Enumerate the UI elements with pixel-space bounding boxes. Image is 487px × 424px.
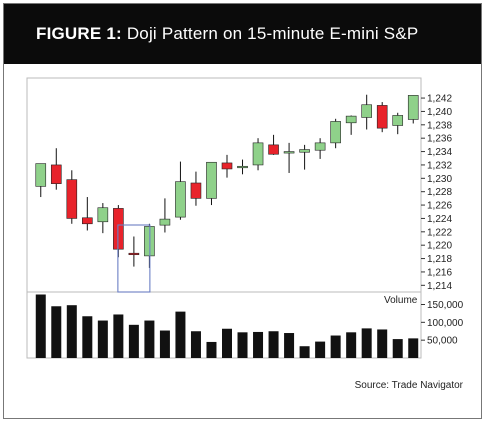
price-tick-label: 1,236 <box>427 134 452 145</box>
volume-axis-title: Volume <box>384 295 418 306</box>
volume-bar <box>113 314 124 358</box>
candle-up <box>252 142 264 166</box>
price-tick-label: 1,216 <box>427 267 452 278</box>
candle-up <box>283 151 295 154</box>
volume-bar <box>268 331 279 358</box>
price-tick-label: 1,214 <box>427 281 452 292</box>
volume-bar <box>377 329 388 358</box>
volume-bar <box>144 320 155 358</box>
candle-up <box>407 95 419 120</box>
price-tick-label: 1,242 <box>427 94 452 105</box>
volume-bar <box>190 331 201 358</box>
volume-bar <box>66 305 77 358</box>
candle-up <box>237 165 248 169</box>
volume-bar <box>408 338 419 358</box>
price-tick-label: 1,228 <box>427 187 452 198</box>
price-tick-label: 1,224 <box>427 214 452 225</box>
volume-bar <box>299 346 310 358</box>
candle-up <box>361 104 372 118</box>
price-tick-label: 1,222 <box>427 227 452 238</box>
price-tick-label: 1,226 <box>427 201 452 212</box>
candle-down <box>82 217 93 225</box>
candle-down <box>268 144 279 155</box>
candle-down <box>128 252 140 256</box>
price-tick-label: 1,218 <box>427 254 452 265</box>
price-tick-label: 1,240 <box>427 107 452 118</box>
volume-bar <box>253 331 264 358</box>
volume-bar <box>315 341 326 358</box>
volume-tick-label: 150,000 <box>427 300 464 311</box>
volume-bar <box>35 294 46 358</box>
price-tick-label: 1,234 <box>427 147 452 158</box>
volume-bar <box>284 333 295 358</box>
source-note: Source: Trade Navigator <box>354 380 463 391</box>
volume-bar <box>222 328 232 358</box>
volume-bar <box>82 316 93 358</box>
figure-title: FIGURE 1: Doji Pattern on 15-minute E-mi… <box>36 24 418 44</box>
volume-bar <box>97 320 108 358</box>
candle-up <box>314 142 326 151</box>
price-tick-label: 1,230 <box>427 174 452 185</box>
title-bar: FIGURE 1: Doji Pattern on 15-minute E-mi… <box>4 4 481 64</box>
volume-bar <box>206 341 217 358</box>
candle-up <box>97 207 109 223</box>
volume-tick-label: 100,000 <box>427 318 464 329</box>
candle-up <box>159 218 171 226</box>
candle-up <box>206 161 217 199</box>
figure-label: FIGURE 1: <box>36 24 122 43</box>
volume-bar <box>346 332 357 358</box>
volume-bar <box>237 332 248 358</box>
candle-up <box>35 163 47 187</box>
price-tick-label: 1,220 <box>427 241 452 252</box>
candle-up <box>345 115 357 124</box>
volume-tick-label: 50,000 <box>427 336 458 347</box>
figure-title-text: Doji Pattern on 15-minute E-mini S&P <box>126 24 419 43</box>
candle-down <box>66 179 78 219</box>
price-tick-label: 1,238 <box>427 120 452 131</box>
volume-bar <box>361 328 372 358</box>
volume-bar <box>159 330 170 358</box>
candle-up <box>299 149 310 153</box>
candle-up <box>175 181 186 218</box>
candle-down <box>221 162 233 170</box>
candle-up <box>392 115 404 126</box>
candle-down <box>190 182 202 199</box>
candle-down <box>376 105 388 129</box>
volume-bar <box>392 339 403 358</box>
volume-bar <box>175 311 186 358</box>
price-tick-label: 1,232 <box>427 160 452 171</box>
candle-up <box>330 121 341 144</box>
candle-down <box>50 164 62 184</box>
volume-bar <box>51 306 62 358</box>
doji-highlight-box <box>117 224 151 293</box>
volume-bar <box>128 324 139 358</box>
volume-bar <box>330 335 341 358</box>
